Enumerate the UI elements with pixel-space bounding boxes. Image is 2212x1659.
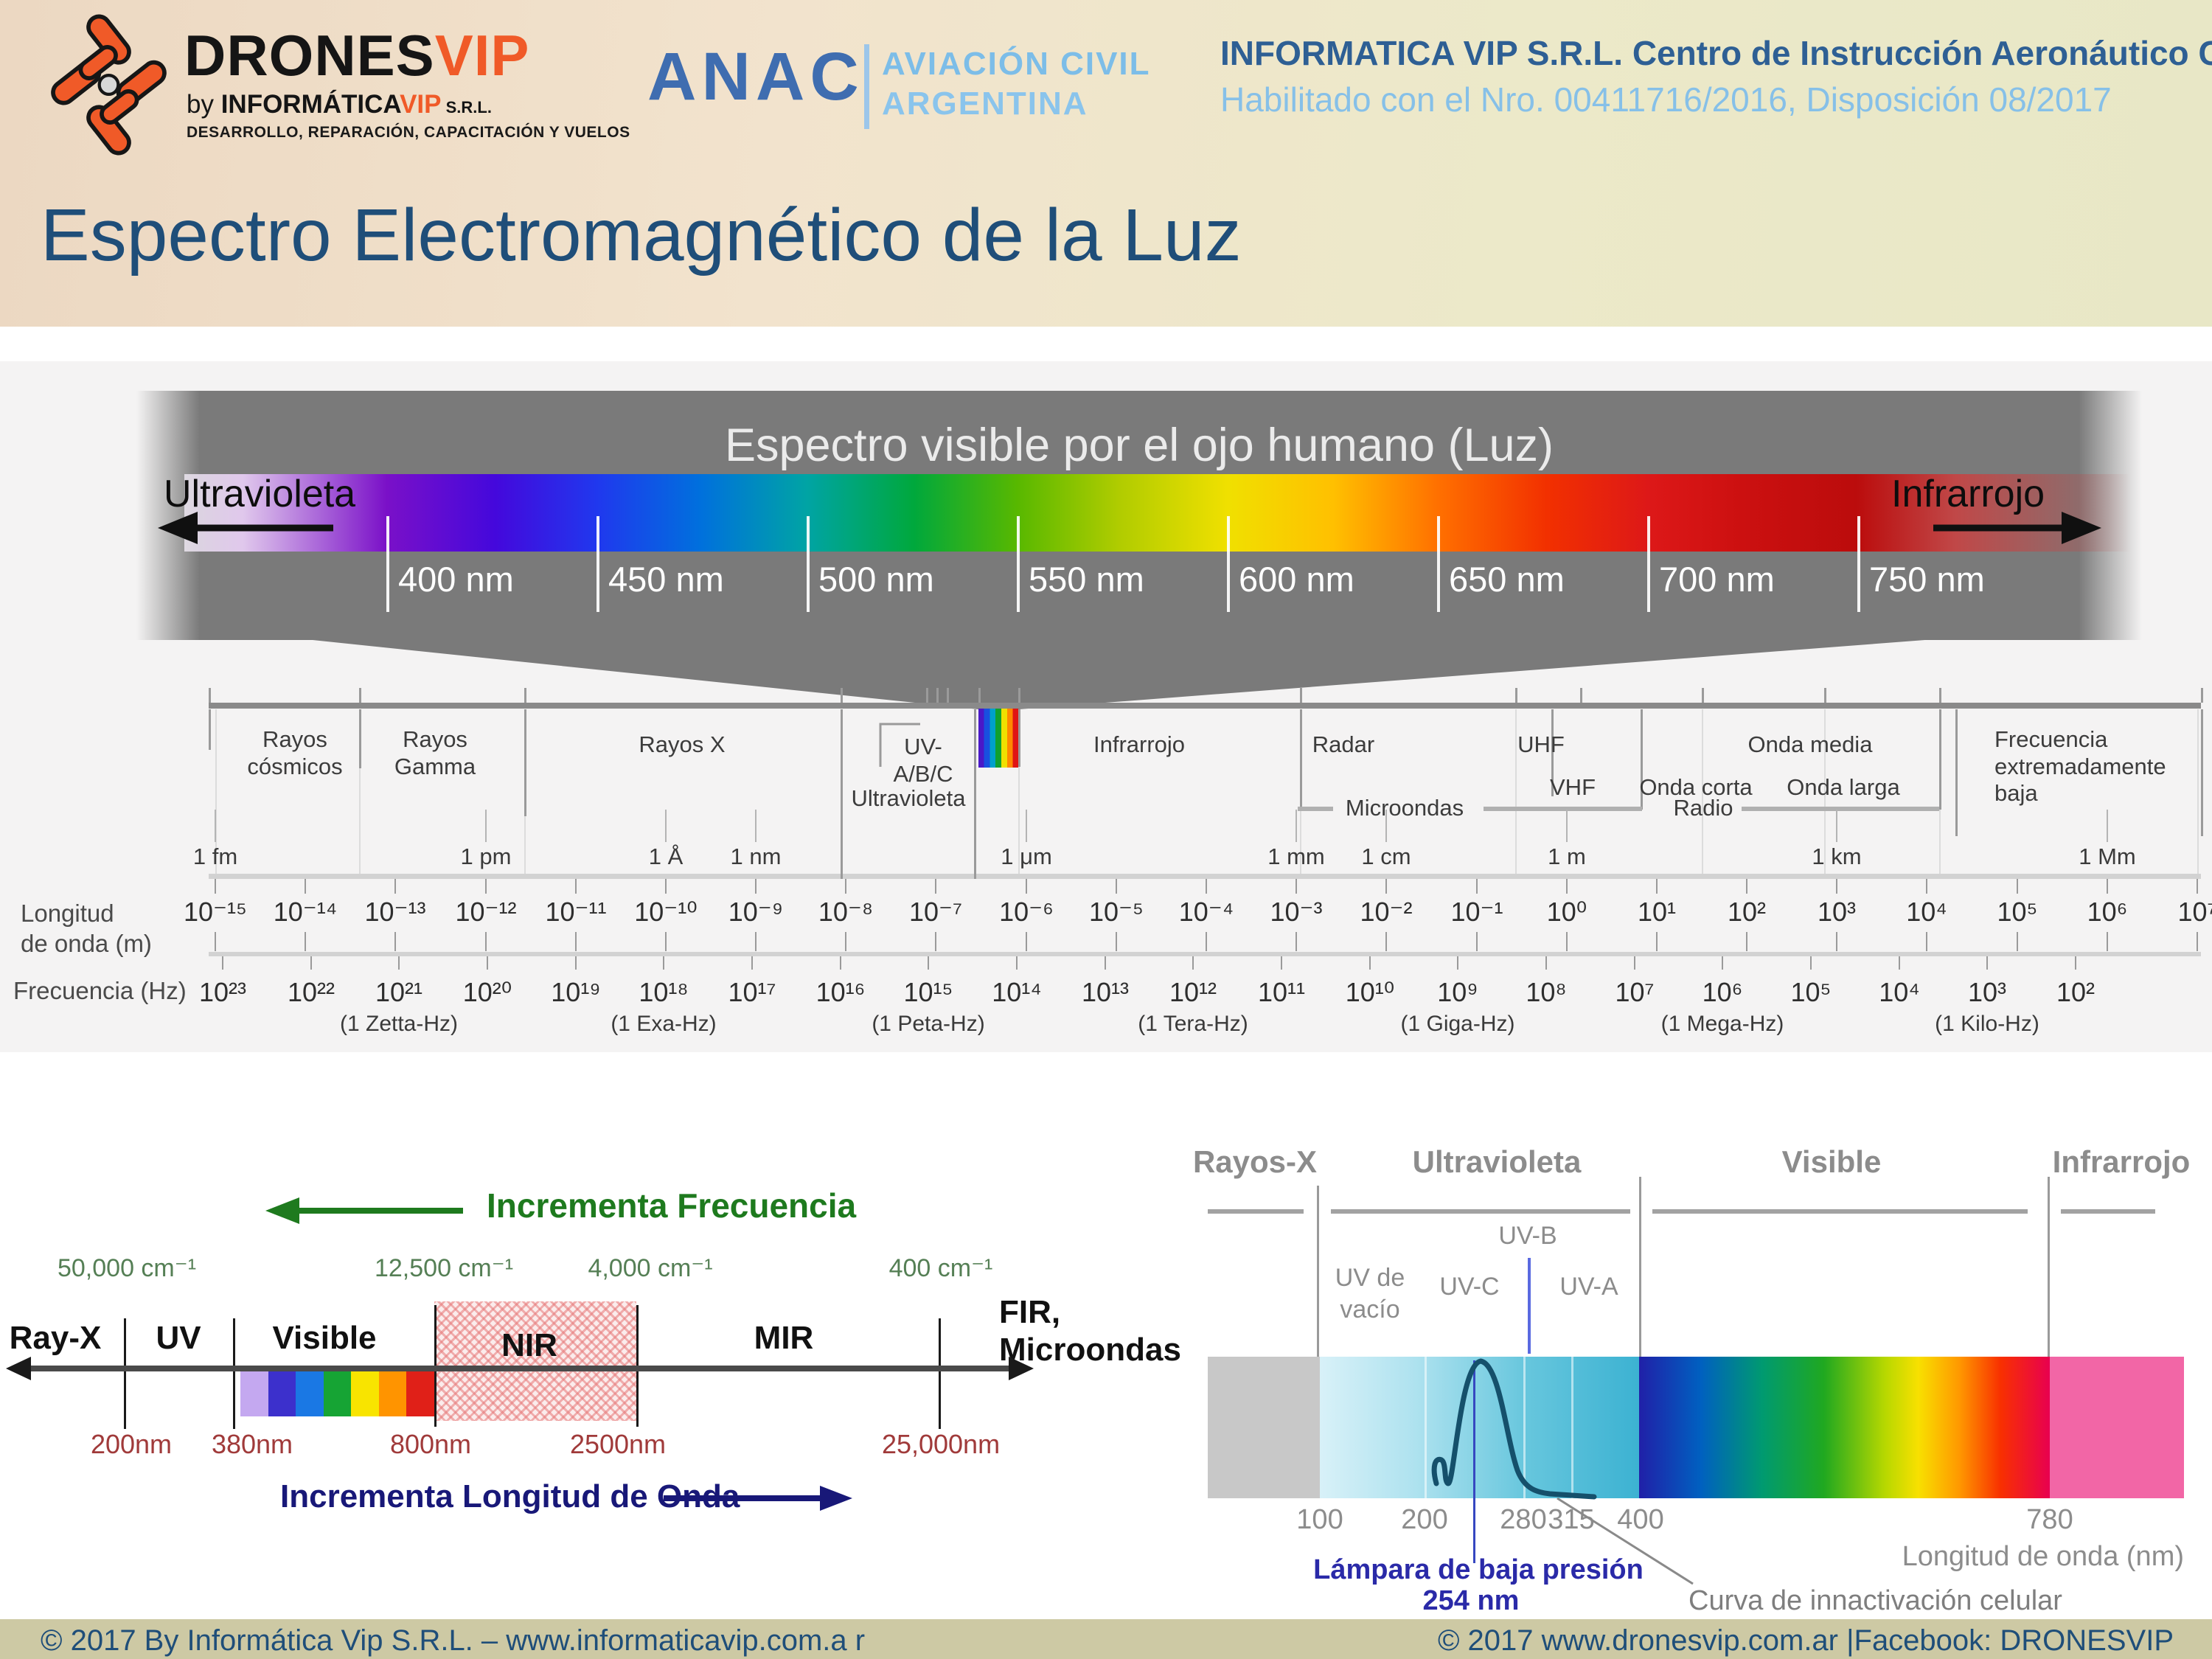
uv-sub-band-label: UV de vacío	[1335, 1264, 1405, 1324]
em-scale-line-upper	[209, 874, 2201, 879]
logo-brand-orange: VIP	[434, 23, 530, 88]
uv-band-ir-segment	[2050, 1357, 2184, 1498]
ir-visible-stripe	[323, 1369, 352, 1416]
increase-wavelength-label: Incrementa Longitud de Onda	[280, 1478, 740, 1514]
uv-sub-band-label: UV-B	[1498, 1222, 1557, 1250]
ir-visible-stripe	[406, 1369, 435, 1416]
uv-region-underline	[1331, 1209, 1630, 1214]
inactivation-curve-label: Curva de innactivación celular	[1688, 1585, 2062, 1616]
footer-right-text: © 2017 www.dronesvip.com.ar |Facebook: D…	[1437, 1624, 2174, 1657]
wavenumber-label: 4,000 cm⁻¹	[588, 1254, 713, 1282]
visible-spectrum-neck	[978, 709, 1018, 768]
ir-wavelength-label: 380nm	[211, 1429, 293, 1459]
increase-frequency-arrow-icon	[265, 1197, 463, 1224]
ir-region-label: FIR, Microondas	[999, 1294, 1181, 1368]
uv-axis-number: 315	[1548, 1504, 1595, 1535]
ir-wavelength-label: 2500nm	[569, 1429, 667, 1459]
em-frequency-axis-label: Frecuencia (Hz)	[13, 977, 187, 1004]
lamp-label: Lámpara de baja presión	[1313, 1554, 1644, 1585]
increase-frequency-label: Incrementa Frecuencia	[487, 1186, 857, 1225]
anac-logo: ANAC	[647, 39, 864, 114]
logo-brand-black: DRONES	[184, 23, 435, 88]
lamp-value: 254 nm	[1422, 1585, 1520, 1616]
uv-axis-number: 400	[1617, 1504, 1664, 1535]
uv-axis-number: 780	[2026, 1504, 2073, 1535]
uv-guide-line	[1639, 1177, 1641, 1357]
uv-spectrum-band	[1208, 1357, 2184, 1498]
ir-visible-stripe	[240, 1369, 268, 1416]
anac-line2: ARGENTINA	[882, 86, 1088, 122]
uv-guide-line	[1317, 1186, 1319, 1357]
banner-title: Espectro visible por el ojo humano (Luz)	[724, 420, 1554, 471]
logo-byline: by INFORMÁTICAVIP S.R.L.	[187, 90, 492, 119]
footer-background	[0, 1619, 2212, 1659]
uv-region-underline	[2061, 1209, 2155, 1214]
ir-region-divider	[939, 1318, 941, 1429]
ir-region-label: MIR	[754, 1320, 814, 1356]
ir-wavelength-label: 200nm	[90, 1429, 173, 1459]
uv-guide-line	[2048, 1177, 2050, 1357]
uv-sub-band-label: UV-A	[1559, 1273, 1618, 1301]
ir-visible-stripe	[351, 1369, 379, 1416]
uv-band-xray-segment	[1208, 1357, 1320, 1498]
ir-wavelength-label: 800nm	[389, 1429, 472, 1459]
uv-region-label: Ultravioleta	[1412, 1144, 1582, 1179]
ir-visible-stripe	[268, 1369, 296, 1416]
uv-region-label: Rayos-X	[1192, 1144, 1318, 1179]
em-main-axis	[209, 703, 2201, 709]
banner-infrared-label: Infrarrojo	[1891, 473, 2045, 515]
ir-region-divider	[233, 1318, 235, 1429]
ir-wavelength-label: 25,000nm	[881, 1429, 1001, 1459]
uv-region-underline	[1652, 1209, 2028, 1214]
anac-line1: AVIACIÓN CIVIL	[882, 46, 1151, 82]
em-wavelength-axis-label: Longitud de onda (m)	[21, 900, 152, 958]
ir-region-label: Ray-X	[9, 1320, 102, 1356]
anac-divider	[864, 44, 869, 129]
dronesvip-logo: DRONESVIP	[184, 22, 529, 89]
footer-left-text: © 2017 By Informática Vip S.R.L. – www.i…	[41, 1624, 866, 1657]
uv-axis-number: 280	[1500, 1504, 1547, 1535]
ir-visible-stripe	[378, 1369, 407, 1416]
wavenumber-label: 400 cm⁻¹	[888, 1254, 993, 1282]
accreditation-line1: INFORMATICA VIP S.R.L. Centro de Instruc…	[1220, 34, 2212, 72]
page-title: Espectro Electromagnético de la Luz	[41, 194, 1242, 276]
ir-region-label: Visible	[272, 1320, 377, 1356]
uv-region-underline	[1208, 1209, 1304, 1214]
visible-spectrum-bar	[184, 474, 2131, 552]
wavenumber-label: 12,500 cm⁻¹	[374, 1254, 514, 1282]
uv-axis-number: 200	[1401, 1504, 1448, 1535]
uvb-marker-line	[1528, 1258, 1531, 1354]
accreditation-line2: Habilitado con el Nro. 00411716/2016, Di…	[1220, 80, 2112, 119]
drone-icon	[44, 11, 173, 159]
uv-sub-band-label: UV-C	[1439, 1273, 1500, 1301]
em-scale-line-lower	[209, 952, 2201, 956]
nir-hatched-box	[434, 1301, 636, 1421]
uv-region-label: Infrarrojo	[2052, 1144, 2191, 1179]
header-background	[0, 0, 2212, 327]
wavenumber-label: 50,000 cm⁻¹	[57, 1254, 197, 1282]
uv-axis-number: 100	[1296, 1504, 1343, 1535]
lamp-254nm-line	[1473, 1360, 1475, 1563]
uv-axis-label: Longitud de onda (nm)	[1902, 1541, 2184, 1572]
ir-region-label: UV	[156, 1320, 201, 1356]
uv-region-label: Visible	[1781, 1144, 1882, 1179]
banner-ultraviolet-label: Ultravioleta	[164, 473, 356, 515]
logo-tagline: DESARROLLO, REPARACIÓN, CAPACITACIÓN Y V…	[187, 124, 630, 141]
ir-region-divider	[636, 1305, 639, 1427]
ir-region-divider	[124, 1318, 126, 1429]
ir-visible-stripe	[296, 1369, 324, 1416]
uv-band-visible-segment	[1639, 1357, 2050, 1498]
uv-band-uv-segment	[1320, 1357, 1639, 1498]
ir-visible-band	[240, 1369, 435, 1416]
